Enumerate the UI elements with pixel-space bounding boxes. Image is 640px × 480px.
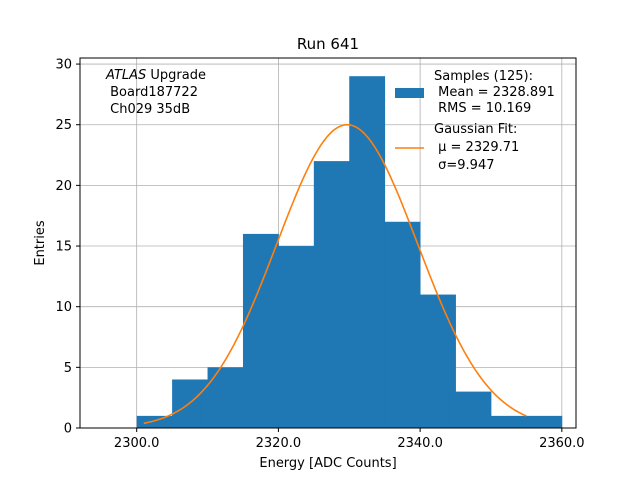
y-tick-label: 15 — [55, 240, 72, 255]
x-tick-label: 2320.0 — [256, 436, 302, 451]
fit-layer — [143, 123, 527, 425]
legend: Samples (125): Mean = 2328.891 RMS = 10.… — [395, 69, 555, 173]
atlas-annotation: ATLAS Upgrade Board187722 Ch029 35dB — [105, 68, 206, 117]
annotation-line-3: Ch029 35dB — [106, 102, 190, 117]
histogram-bar — [207, 367, 244, 428]
histogram-bars — [136, 76, 563, 429]
legend-fit-sigma: σ=9.947 — [434, 158, 494, 173]
legend-fit-title: Gaussian Fit: — [434, 122, 517, 137]
histogram-bar — [490, 415, 527, 428]
y-tick-label: 10 — [55, 300, 72, 315]
y-tick-label: 25 — [55, 118, 72, 133]
legend-fit-mu: μ = 2329.71 — [434, 140, 519, 155]
histogram-bar — [349, 76, 386, 429]
annotation-upgrade: Upgrade — [146, 68, 206, 83]
plot-frame — [79, 57, 577, 429]
histogram-bar — [526, 415, 563, 428]
histogram-bar — [313, 161, 350, 429]
gaussian-fit-curve — [143, 123, 527, 425]
legend-samples-title: Samples (125): — [434, 69, 533, 84]
histogram-bar — [384, 221, 421, 428]
x-tick-label: 2300.0 — [114, 436, 160, 451]
y-axis-label: Entries — [33, 220, 48, 266]
y-tick-label: 20 — [55, 179, 72, 194]
histogram-bar — [242, 233, 279, 428]
legend-samples-mean: Mean = 2328.891 — [434, 85, 555, 100]
chart-title: Run 641 — [297, 35, 359, 53]
x-ticks: 2300.0 2320.0 2340.0 2360.0 — [114, 428, 585, 451]
x-tick-label: 2360.0 — [539, 436, 585, 451]
x-tick-label: 2340.0 — [397, 436, 443, 451]
histogram-bar — [136, 415, 173, 428]
y-tick-label: 0 — [64, 422, 72, 437]
histogram-bar — [420, 294, 456, 428]
x-axis-label: Energy [ADC Counts] — [259, 456, 396, 471]
histogram-bar — [278, 246, 315, 428]
legend-samples-swatch — [395, 88, 424, 98]
histogram-bar — [455, 391, 492, 428]
annotation-line-2: Board187722 — [106, 85, 198, 100]
y-ticks: 0 5 10 15 20 25 30 — [55, 58, 80, 437]
atlas-italic: ATLAS — [105, 68, 146, 83]
annotation-line-1: ATLAS Upgrade — [105, 68, 206, 83]
y-tick-label: 30 — [55, 58, 72, 73]
y-tick-label: 5 — [64, 361, 72, 376]
legend-samples-rms: RMS = 10.169 — [434, 101, 531, 116]
